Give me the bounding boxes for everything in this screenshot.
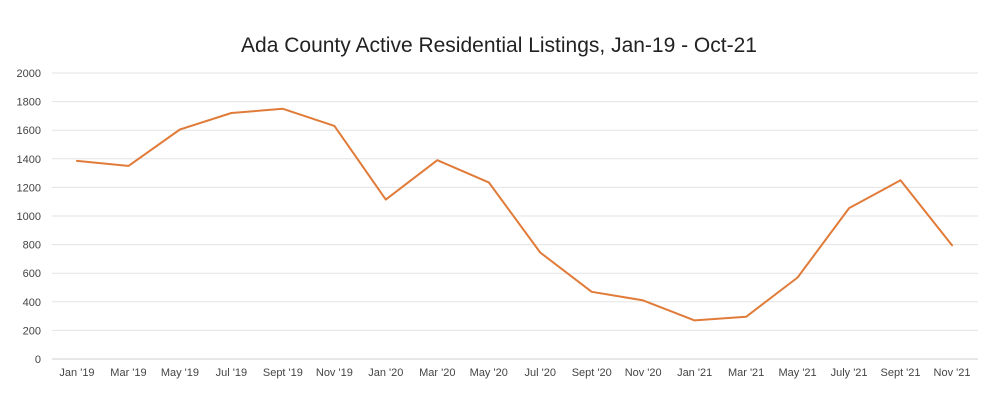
y-tick-label: 400 bbox=[23, 297, 41, 309]
x-tick-label: Sept '19 bbox=[263, 367, 303, 379]
y-tick-label: 2000 bbox=[17, 68, 41, 80]
x-tick-label: Nov '19 bbox=[316, 367, 353, 379]
x-tick-label: Jan '21 bbox=[677, 367, 712, 379]
series-line bbox=[76, 107, 953, 322]
x-axis-tick-labels: Jan '19 Mar '19 May '19 Jul '19 Sept '19 Nov … bbox=[59, 367, 970, 379]
x-tick-label: May '21 bbox=[778, 367, 816, 379]
y-tick-label: 1400 bbox=[17, 154, 41, 166]
y-tick-label: 0 bbox=[35, 354, 41, 366]
x-tick-label: Nov '21 bbox=[934, 367, 971, 379]
y-tick-label: 1000 bbox=[17, 211, 41, 223]
y-tick-label: 1800 bbox=[17, 97, 41, 109]
x-tick-label: Jul '19 bbox=[216, 367, 247, 379]
x-tick-label: Jan '20 bbox=[368, 367, 403, 379]
x-tick-label: Jul '20 bbox=[525, 367, 556, 379]
y-axis-tick-labels: 0 200 400 600 800 1000 1200 1400 1600 1800 2000 bbox=[17, 68, 41, 366]
y-tick-label: 1200 bbox=[17, 182, 41, 194]
x-tick-label: May '20 bbox=[470, 367, 508, 379]
y-tick-label: 1600 bbox=[17, 125, 41, 137]
x-tick-label: Jan '19 bbox=[59, 367, 94, 379]
x-tick-label: Mar '19 bbox=[110, 367, 146, 379]
y-tick-label: 200 bbox=[23, 325, 41, 337]
x-tick-label: May '19 bbox=[161, 367, 199, 379]
x-tick-label: Mar '21 bbox=[728, 367, 764, 379]
chart-title: Ada County Active Residential Listings, … bbox=[241, 34, 757, 57]
x-tick-label: Nov '20 bbox=[625, 367, 662, 379]
y-tick-label: 600 bbox=[23, 268, 41, 280]
x-tick-label: Sept '21 bbox=[881, 367, 921, 379]
x-tick-label: July '21 bbox=[831, 367, 868, 379]
x-tick-label: Sept '20 bbox=[572, 367, 612, 379]
gridlines bbox=[52, 72, 978, 360]
y-tick-label: 800 bbox=[23, 240, 41, 252]
series-layer bbox=[76, 107, 953, 322]
x-tick-label: Mar '20 bbox=[419, 367, 455, 379]
